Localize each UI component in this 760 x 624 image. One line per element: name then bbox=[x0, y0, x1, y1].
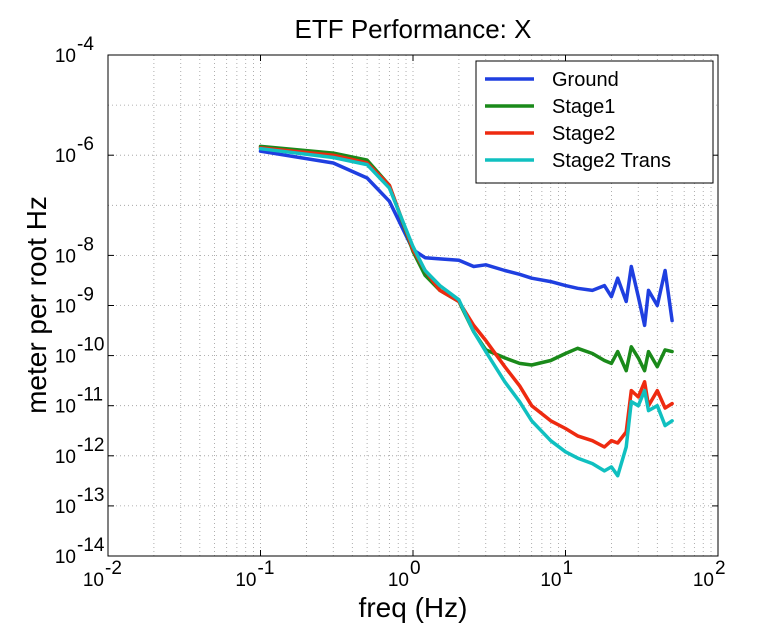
y-tick-label-base: 10 bbox=[55, 447, 76, 468]
y-tick-label: 10-8 bbox=[55, 234, 94, 267]
y-tick-label: 10-13 bbox=[55, 485, 105, 518]
y-axis-label: meter per root Hz bbox=[21, 196, 52, 414]
y-tick-label-base: 10 bbox=[55, 297, 76, 318]
y-tick-label: 10-6 bbox=[55, 134, 94, 167]
series-line-stage2-trans bbox=[258, 146, 674, 478]
x-tick-label-base: 10 bbox=[388, 570, 409, 591]
y-tick-label-base: 10 bbox=[55, 397, 76, 418]
legend: Ground Stage1 Stage2 Stage2 Trans bbox=[475, 60, 714, 184]
series-line-ground bbox=[258, 149, 674, 328]
y-tick-label-exponent: -11 bbox=[77, 385, 103, 406]
x-tick-label-exponent: 1 bbox=[563, 558, 574, 579]
y-tick-label-base: 10 bbox=[55, 347, 76, 368]
x-tick-label-base: 10 bbox=[83, 570, 104, 591]
x-tick-label-exponent: 0 bbox=[410, 558, 421, 579]
x-tick-label-base: 10 bbox=[235, 570, 256, 591]
legend-label-ground: Ground bbox=[552, 69, 619, 91]
x-tick-label: 100 bbox=[388, 558, 421, 591]
y-tick-label: 10-4 bbox=[55, 34, 94, 67]
y-tick-label: 10-12 bbox=[55, 435, 105, 468]
legend-label-stage2-trans: Stage2 Trans bbox=[552, 150, 671, 172]
plot-series bbox=[258, 144, 674, 478]
y-tick-label-base: 10 bbox=[55, 497, 76, 518]
x-tick-label-exponent: -1 bbox=[258, 558, 275, 579]
x-tick-label-base: 10 bbox=[540, 570, 561, 591]
x-tick-label-exponent: -2 bbox=[105, 558, 122, 579]
y-tick-label-base: 10 bbox=[55, 46, 76, 67]
legend-label-stage1: Stage1 bbox=[552, 96, 615, 118]
chart-title: ETF Performance: X bbox=[295, 14, 532, 44]
y-axis-ticks: 10-1410-1310-1210-1110-1010-910-810-610-… bbox=[55, 34, 718, 568]
x-tick-label: 101 bbox=[540, 558, 573, 591]
y-tick-label-exponent: -10 bbox=[77, 335, 104, 356]
y-tick-label-base: 10 bbox=[55, 146, 76, 167]
x-tick-label: 102 bbox=[693, 558, 726, 591]
x-tick-label: 10-2 bbox=[83, 558, 122, 591]
y-tick-label: 10-14 bbox=[55, 535, 105, 568]
legend-label-stage2: Stage2 bbox=[552, 123, 615, 145]
y-tick-label: 10-10 bbox=[55, 335, 105, 368]
x-axis-label: freq (Hz) bbox=[359, 592, 468, 623]
y-tick-label-base: 10 bbox=[55, 547, 76, 568]
y-tick-label: 10-9 bbox=[55, 285, 94, 318]
y-tick-label-exponent: -4 bbox=[77, 34, 94, 55]
y-tick-label-exponent: -12 bbox=[77, 435, 104, 456]
legend-box bbox=[475, 60, 714, 184]
y-tick-label-exponent: -13 bbox=[77, 485, 104, 506]
y-tick-label-base: 10 bbox=[55, 246, 76, 267]
x-tick-label-exponent: 2 bbox=[715, 558, 726, 579]
x-tick-label-base: 10 bbox=[693, 570, 714, 591]
x-tick-label: 10-1 bbox=[235, 558, 274, 591]
y-tick-label-exponent: -8 bbox=[77, 234, 94, 255]
y-tick-label-exponent: -14 bbox=[77, 535, 105, 556]
y-tick-label-exponent: -9 bbox=[77, 285, 94, 306]
y-tick-label-exponent: -6 bbox=[77, 134, 94, 155]
y-tick-label: 10-11 bbox=[55, 385, 103, 418]
